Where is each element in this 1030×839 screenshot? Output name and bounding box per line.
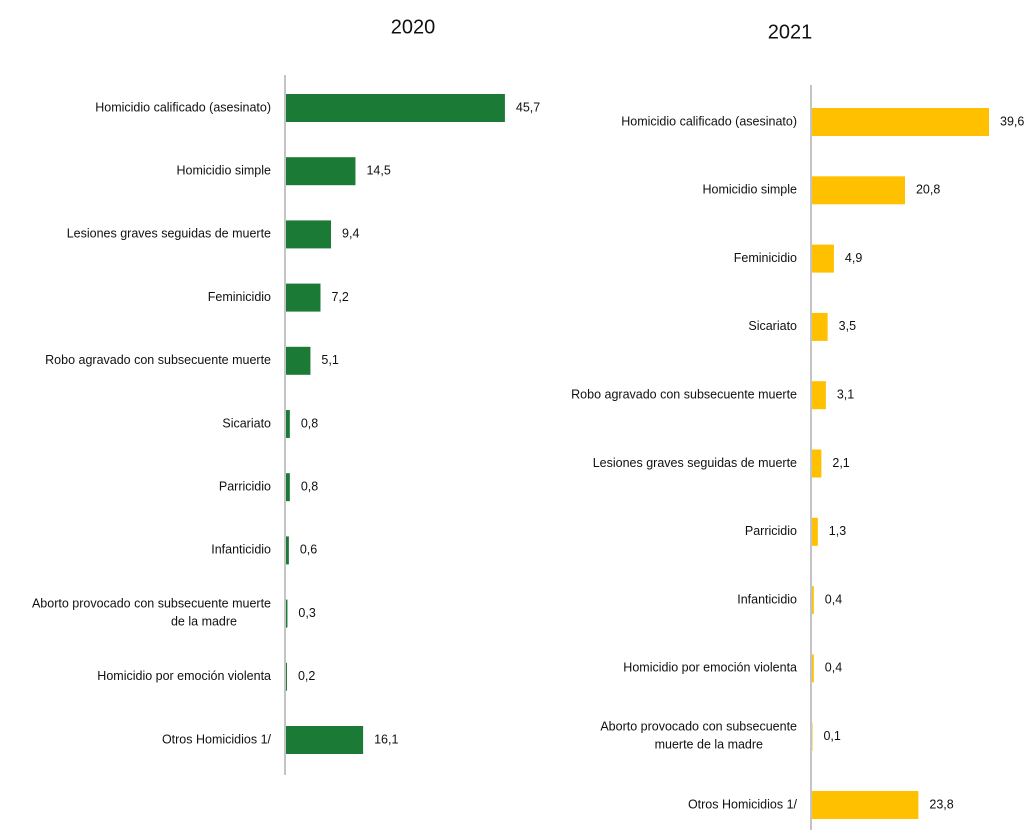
bar [812, 381, 826, 410]
data-label: 0,4 [825, 661, 842, 675]
data-label: 4,9 [845, 251, 862, 265]
chart-title: 2020 [391, 16, 436, 38]
data-label: 0,8 [301, 479, 318, 493]
category-label: Aborto provocado con subsecuente muerte d… [32, 597, 271, 629]
category-label: Lesiones graves seguidas de muerte [67, 227, 271, 241]
bar [286, 726, 364, 754]
data-label: 1,3 [829, 524, 846, 538]
bar [286, 662, 287, 691]
data-label: 0,1 [823, 729, 840, 743]
category-label: Parricidio [219, 479, 271, 493]
bar [286, 283, 321, 312]
category-label: Sicariato [748, 319, 797, 333]
data-label: 20,8 [916, 183, 940, 197]
data-label: 2,1 [832, 456, 849, 470]
data-label: 0,2 [298, 669, 315, 683]
bar [286, 473, 290, 502]
category-label: Feminicidio [734, 251, 797, 265]
bar [286, 536, 289, 565]
data-label: 3,5 [839, 319, 856, 333]
bar [812, 176, 905, 205]
category-label: Robo agravado con subsecuente muerte [571, 387, 797, 401]
data-label: 5,1 [321, 353, 338, 367]
bar [286, 157, 356, 186]
bar [812, 517, 818, 546]
data-label: 0,4 [825, 592, 842, 606]
category-label: Homicidio calificado (asesinato) [95, 100, 271, 114]
category-label: Parricidio [745, 524, 797, 538]
category-label: Homicidio por emoción violenta [97, 669, 271, 683]
data-label: 0,3 [298, 606, 315, 620]
category-label: Feminicidio [208, 290, 271, 304]
category-label: Homicidio simple [703, 183, 798, 197]
data-label: 14,5 [366, 163, 390, 177]
bar [812, 449, 822, 478]
data-label: 23,8 [929, 797, 953, 811]
data-label: 0,8 [301, 416, 318, 430]
bar [812, 244, 834, 273]
category-label: Otros Homicidios 1/ [162, 732, 272, 746]
category-label: Lesiones graves seguidas de muerte [593, 456, 797, 470]
bar [812, 108, 990, 136]
data-label: 9,4 [342, 227, 359, 241]
category-label: Otros Homicidios 1/ [688, 797, 798, 811]
data-label: 0,6 [300, 543, 317, 557]
bar [286, 599, 288, 628]
category-label: Homicidio simple [177, 163, 272, 177]
bar [812, 791, 919, 819]
bar [286, 94, 505, 122]
bar [286, 410, 290, 438]
bar [286, 220, 332, 249]
data-label: 39,6 [1000, 114, 1024, 128]
category-label: Homicidio por emoción violenta [623, 661, 797, 675]
data-label: 45,7 [516, 100, 540, 114]
category-label: Infanticidio [737, 592, 797, 606]
bar [812, 586, 814, 615]
category-label: Homicidio calificado (asesinato) [621, 114, 797, 128]
bar [812, 654, 814, 683]
category-label: Robo agravado con subsecuente muerte [45, 353, 271, 367]
category-label: Sicariato [222, 416, 271, 430]
category-label: Infanticidio [211, 543, 271, 557]
bar [286, 346, 311, 375]
category-label: Aborto provocado con subsecuente muerte d… [600, 720, 797, 752]
data-label: 16,1 [374, 732, 398, 746]
data-label: 7,2 [331, 290, 348, 304]
data-label: 3,1 [837, 387, 854, 401]
chart-title: 2021 [768, 21, 813, 43]
bar [812, 312, 828, 341]
